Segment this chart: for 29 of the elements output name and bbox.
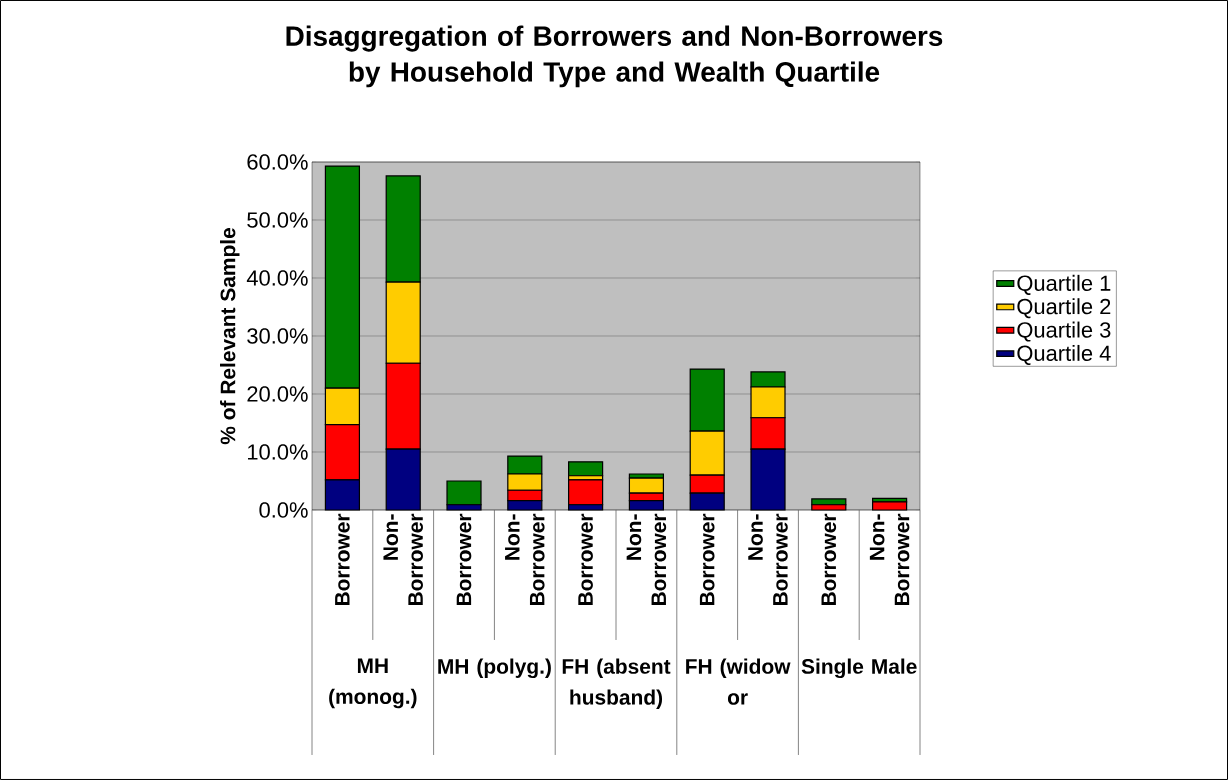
x-tick-label: Non-Borrower [748,513,788,606]
legend-label: Quartile 4 [1017,344,1111,365]
x-tick-label: Borrower [699,513,715,606]
x-tick-label: Borrower [456,513,472,606]
chart-title: Disaggregation of Borrowers and Non-Borrowers by Household Type and Wealth Quartile [286,25,943,88]
x-tick-label: Non-Borrower [869,513,910,606]
y-tick-label: 20.0% [247,386,308,402]
legend-label: Quartile 3 [1017,321,1111,342]
text: FH (widow or [686,658,791,705]
y-tick-label: 40.0% [246,270,308,286]
x-tick-label: Non-Borrower [505,513,545,606]
x-tick-label: Borrower [578,513,593,606]
text: MH (monog.) [329,658,417,709]
bar [568,461,604,477]
y-tick-label: 10.0% [248,444,308,460]
x-tick-label: Borrower [335,513,350,606]
y-tick-label: 50.0% [247,212,308,228]
legend-label: Quartile 1 [1017,274,1111,295]
y-tick-label: 0.0% [259,502,308,518]
x-tick-label: Non-Borrower [626,513,667,606]
x-tick-label: Non-Borrower [383,513,423,606]
x-tick-label: Borrower [821,513,837,606]
y-tick-label: 30.0% [247,328,308,344]
text: MH (polyg.) [438,658,551,679]
text: Single Male [801,658,917,679]
y-axis-title: % of Relevant Sample [220,228,240,445]
text: FH (absent husband) [562,658,671,709]
y-tick-label: 60.0% [247,154,308,170]
legend-label: Quartile 2 [1017,298,1111,319]
